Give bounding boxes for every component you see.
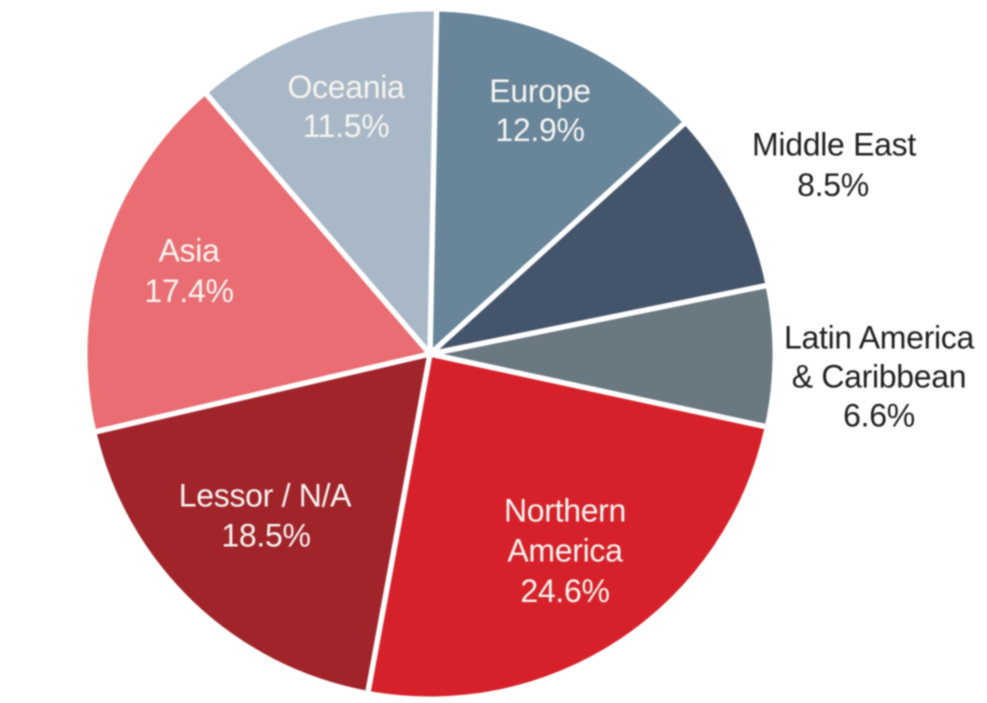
svg-text:12.9%: 12.9% xyxy=(495,112,584,148)
svg-text:8.5%: 8.5% xyxy=(797,167,869,203)
svg-text:Northern: Northern xyxy=(504,493,626,529)
svg-text:& Caribbean: & Caribbean xyxy=(792,359,967,395)
svg-text:6.6%: 6.6% xyxy=(843,398,915,434)
svg-text:America: America xyxy=(507,533,623,569)
svg-text:17.4%: 17.4% xyxy=(144,273,233,309)
svg-text:Latin America: Latin America xyxy=(784,320,974,356)
svg-text:Europe: Europe xyxy=(489,73,590,109)
svg-text:Oceania: Oceania xyxy=(287,69,405,105)
svg-text:Asia: Asia xyxy=(158,233,220,269)
svg-text:24.6%: 24.6% xyxy=(520,573,609,609)
svg-text:Middle East: Middle East xyxy=(752,127,916,163)
svg-text:Lessor / N/A: Lessor / N/A xyxy=(179,478,352,514)
svg-text:18.5%: 18.5% xyxy=(221,518,310,554)
svg-text:11.5%: 11.5% xyxy=(303,108,390,144)
